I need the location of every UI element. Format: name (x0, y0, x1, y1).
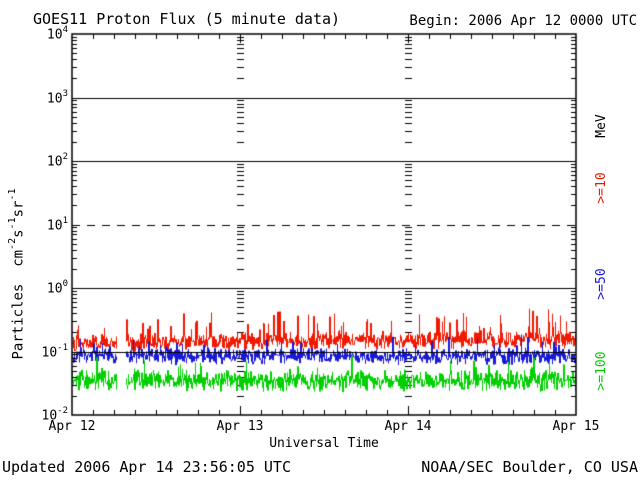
y-tick-label: 10-1 (41, 342, 69, 360)
x-tick-label: Apr 15 (552, 419, 600, 434)
y-tick-label: 103 (46, 88, 68, 106)
source-attribution: NOAA/SEC Boulder, CO USA (421, 458, 638, 476)
y-tick-label: 100 (46, 279, 68, 297)
updated-timestamp: Updated 2006 Apr 14 23:56:05 UTC (2, 458, 291, 476)
y-tick-label: 10-2 (41, 406, 69, 424)
x-tick-label: Apr 13 (216, 419, 264, 434)
y-tick-label: 104 (46, 25, 68, 43)
chart-title: GOES11 Proton Flux (5 minute data) (33, 10, 341, 28)
begin-time-label: Begin: 2006 Apr 12 0000 UTC (409, 13, 637, 29)
y-axis-title: Particles cm-2s-1sr-1 (7, 188, 27, 360)
y-tick-label: 102 (46, 152, 68, 170)
x-axis-title: Universal Time (269, 436, 379, 451)
series-label-100: >=100 (594, 351, 609, 391)
x-tick-label: Apr 12 (48, 419, 96, 434)
x-tick-label: Apr 14 (384, 419, 432, 434)
y-tick-label: 101 (46, 215, 68, 233)
